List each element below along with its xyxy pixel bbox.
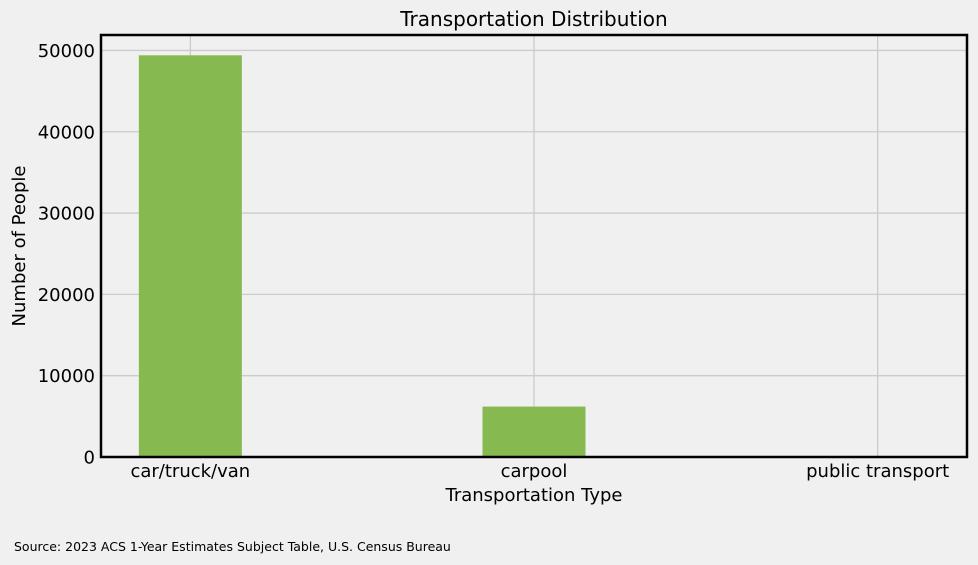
bar-carpool (482, 406, 586, 457)
y-tick-label: 50000 (38, 41, 95, 62)
y-tick-label: 30000 (38, 204, 95, 225)
y-tick-label: 40000 (38, 122, 95, 143)
y-tick-label: 10000 (38, 366, 95, 387)
bar-car-truck-van (138, 55, 242, 458)
y-axis-label: Number of People (9, 166, 30, 327)
x-tick-label: car/truck/van (130, 461, 250, 482)
y-tick-label: 20000 (38, 285, 95, 306)
source-note: Source: 2023 ACS 1-Year Estimates Subjec… (14, 539, 451, 554)
bars-layer (138, 55, 586, 458)
x-tick-label: public transport (806, 461, 949, 482)
ticks-layer: 0 10000 20000 30000 40000 50000 car/truck/van c… (38, 41, 949, 482)
chart-title: Transportation Distribution (399, 7, 667, 31)
y-tick-label: 0 (84, 448, 95, 469)
plot-frame (99, 33, 969, 459)
x-axis-label: Transportation Type (444, 485, 622, 506)
x-tick-label: carpool (501, 461, 568, 482)
